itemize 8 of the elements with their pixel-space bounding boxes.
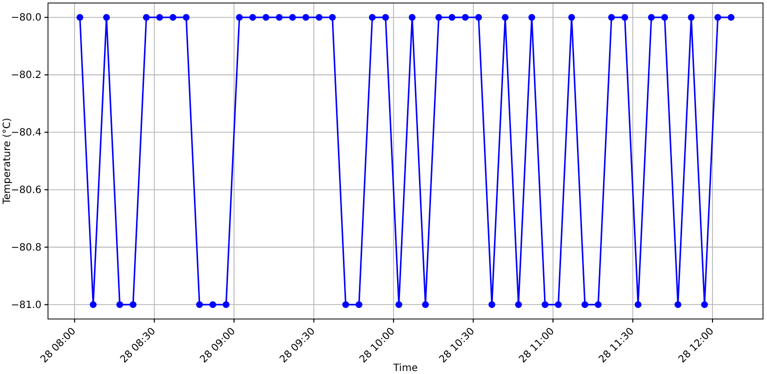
y-tick-label: −80.6 <box>10 184 42 196</box>
y-axis-title: Temperature (°C) <box>2 118 13 206</box>
y-tick-label: −81.0 <box>10 300 42 311</box>
x-axis-title: Time <box>392 363 418 374</box>
y-tick-label: −80.2 <box>10 70 42 82</box>
y-tick-label: −80.0 <box>10 12 42 24</box>
y-tick-label: −80.4 <box>10 127 42 138</box>
y-tick-label: −80.8 <box>10 242 42 254</box>
